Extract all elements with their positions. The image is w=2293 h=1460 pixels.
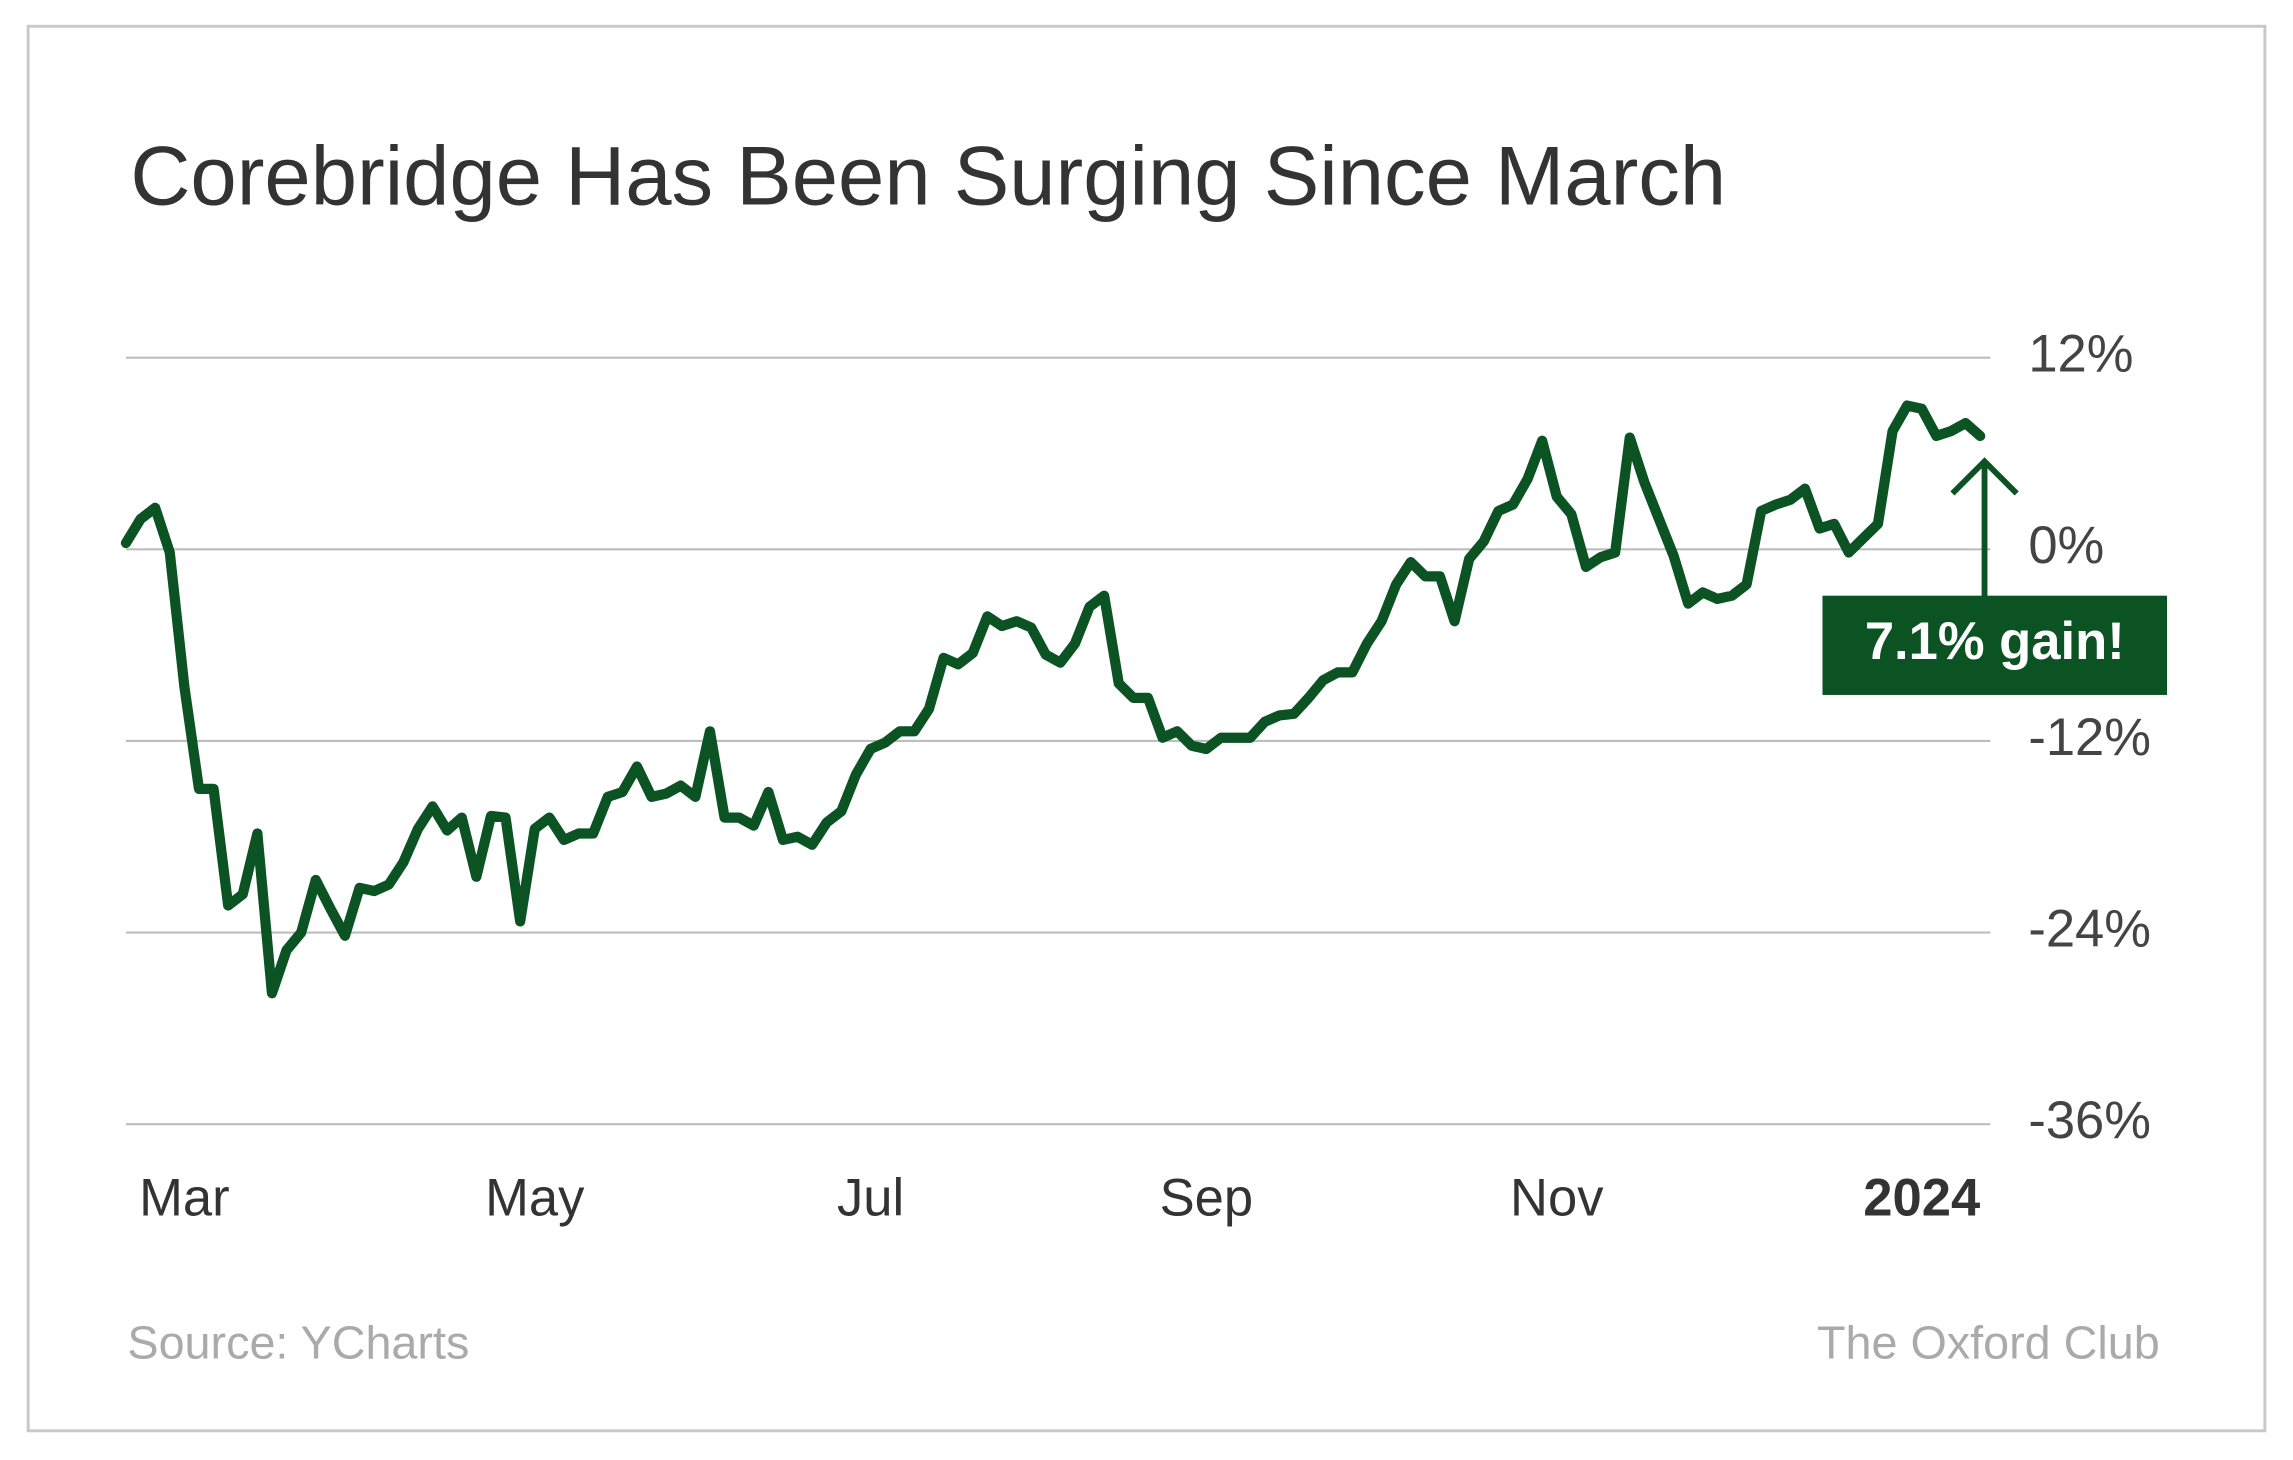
- x-tick-label: Mar: [139, 1168, 230, 1227]
- annotation-box: [1822, 595, 2168, 695]
- y-tick-label: -12%: [2028, 708, 2151, 767]
- y-tick-label: 0%: [2028, 516, 2104, 575]
- x-tick-label: May: [485, 1168, 585, 1227]
- annotation-arrowhead: [1950, 457, 2019, 496]
- frame: [26, 24, 2267, 1433]
- annotation-text: 7.1% gain!: [1865, 612, 2125, 671]
- y-tick-label: -36%: [2028, 1091, 2151, 1150]
- source: Source: YCharts: [127, 1316, 469, 1368]
- y-tick-label: 12%: [2028, 325, 2133, 384]
- x-tick-label: Sep: [1160, 1168, 1253, 1227]
- x-tick-label: 2024: [1863, 1168, 1980, 1227]
- line: [120, 400, 1986, 999]
- chart-title: Corebridge Has Been Surging Since March: [130, 129, 1726, 222]
- y-tick-label: -24%: [2028, 899, 2151, 958]
- x-tick-label: Jul: [837, 1168, 904, 1227]
- credit: The Oxford Club: [1817, 1316, 2160, 1368]
- x-tick-label: Nov: [1510, 1168, 1604, 1227]
